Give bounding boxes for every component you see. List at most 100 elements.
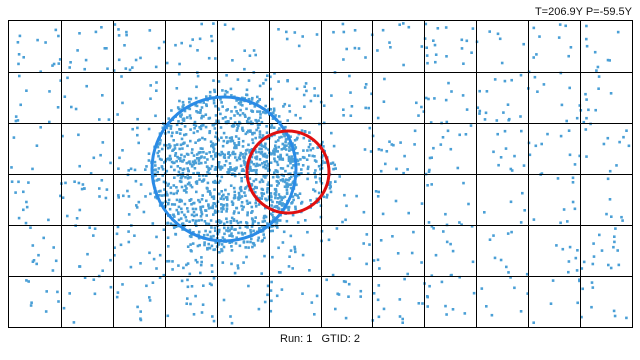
pmt-hit [496,32,500,36]
pmt-hit [192,231,195,234]
pmt-hit [220,249,224,252]
pmt-hit [282,174,285,178]
pmt-hit [186,297,189,300]
pmt-hit [362,242,365,245]
pmt-hit [221,144,225,148]
pmt-hit [30,301,33,304]
pmt-hit [131,66,134,69]
pmt-hit [265,125,268,128]
pmt-hit [282,230,286,234]
pmt-hit [160,165,164,169]
pmt-hit [192,162,195,166]
pmt-hit [574,256,578,260]
pmt-hit [294,250,297,254]
pmt-hit [187,169,190,172]
pmt-hit [209,167,212,171]
pmt-hit [157,46,161,50]
pmt-hit [267,148,270,151]
pmt-hit [221,89,224,92]
pmt-hit [197,151,201,155]
pmt-hit [242,240,246,243]
pmt-hit [289,234,293,238]
pmt-hit [266,137,269,140]
pmt-hit [115,295,119,299]
pmt-hit [241,153,244,156]
pmt-hit [168,146,171,149]
pmt-hit [210,270,214,273]
angle-readout: T=206.9Υ P=-59.5Υ [534,6,632,18]
pmt-hit [332,144,336,148]
pmt-hit [235,123,239,126]
pmt-hit [427,221,431,224]
pmt-hit [306,172,310,175]
event-display-panel[interactable] [8,20,633,328]
pmt-hit [317,200,320,204]
pmt-hit [186,167,189,170]
pmt-hit [155,235,158,239]
pmt-hit [229,87,233,91]
pmt-hit [116,225,120,229]
pmt-hit [305,158,309,161]
pmt-hit [182,158,186,162]
pmt-hit [271,229,274,233]
pmt-hit [430,156,433,159]
pmt-hit [158,253,162,257]
pmt-hit [227,192,230,196]
pmt-hit [300,172,303,175]
pmt-hit [166,236,170,239]
pmt-hit [173,161,176,164]
pmt-hit [222,203,226,207]
pmt-hit [166,260,169,263]
pmt-hit [439,143,443,146]
pmt-hit [198,37,202,41]
pmt-hit [200,106,204,109]
pmt-hit [199,271,202,275]
pmt-hit [197,159,201,162]
pmt-hit [254,164,258,168]
pmt-hit [274,196,277,200]
pmt-hit [250,225,254,228]
pmt-hit [309,199,312,202]
pmt-hit [180,279,184,283]
pmt-hit [202,178,206,181]
pmt-hit [297,132,301,136]
pmt-hit [573,207,577,211]
pmt-hit [287,265,291,268]
pmt-hit [247,143,250,147]
pmt-hit [250,98,254,101]
pmt-hit [278,219,282,222]
pmt-hit [202,284,205,287]
pmt-hit [296,136,299,140]
pmt-hit [198,174,201,178]
pmt-hit [284,178,288,181]
pmt-hit [227,156,230,159]
pmt-hit [181,147,184,150]
pmt-hit [217,163,220,167]
pmt-hit [248,201,252,205]
pmt-hit [300,129,304,132]
pmt-hit [19,103,22,107]
pmt-hit [205,214,208,217]
pmt-hit [592,242,595,245]
pmt-hit [255,128,258,132]
pmt-hit [495,119,499,122]
pmt-hit [209,193,212,196]
pmt-hit [490,313,494,317]
pmt-hit [163,143,166,147]
pmt-hit [184,176,187,179]
pmt-hit [499,156,503,159]
pmt-hit [261,153,265,156]
pmt-hit [236,78,240,81]
pmt-hit [277,182,280,185]
pmt-hit [286,119,289,122]
pmt-hit [186,245,190,248]
pmt-hit [115,232,119,236]
pmt-hit [222,207,225,211]
pmt-hit [304,82,308,85]
pmt-hit [220,101,223,104]
pmt-hit [236,264,240,267]
pmt-hit [250,237,253,241]
pmt-hit [575,269,579,272]
pmt-hit [250,155,254,159]
pmt-hit [172,213,175,217]
